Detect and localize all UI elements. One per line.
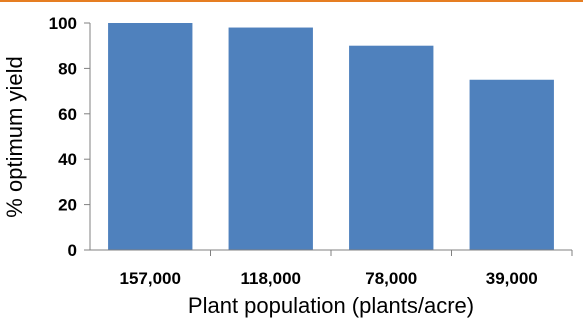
y-tick-label: 40 [58,150,77,169]
top-accent-rule [0,0,583,2]
x-tick-label: 39,000 [486,269,538,288]
bar-157000 [108,23,193,250]
bar-78000 [349,45,434,251]
y-tick-label: 80 [58,59,77,78]
y-axis-title: % optimum yield [2,56,27,217]
x-tick-label: 118,000 [240,269,301,288]
bars-layer [108,23,554,251]
y-tick-label: 0 [68,241,77,260]
x-axis-title: Plant population (plants/acre) [188,293,474,318]
bar-118000 [228,27,313,250]
x-tick-label: 78,000 [365,269,417,288]
y-tick-label: 100 [49,14,77,33]
axes-layer [84,22,573,256]
x-tick-label: 157,000 [120,269,181,288]
y-tick-label: 20 [58,196,77,215]
labels-layer: 157,000 118,000 78,000 39,000 0 20 40 60 80 100 [49,14,538,288]
y-tick-label: 60 [58,105,77,124]
bar-39000 [469,79,554,250]
